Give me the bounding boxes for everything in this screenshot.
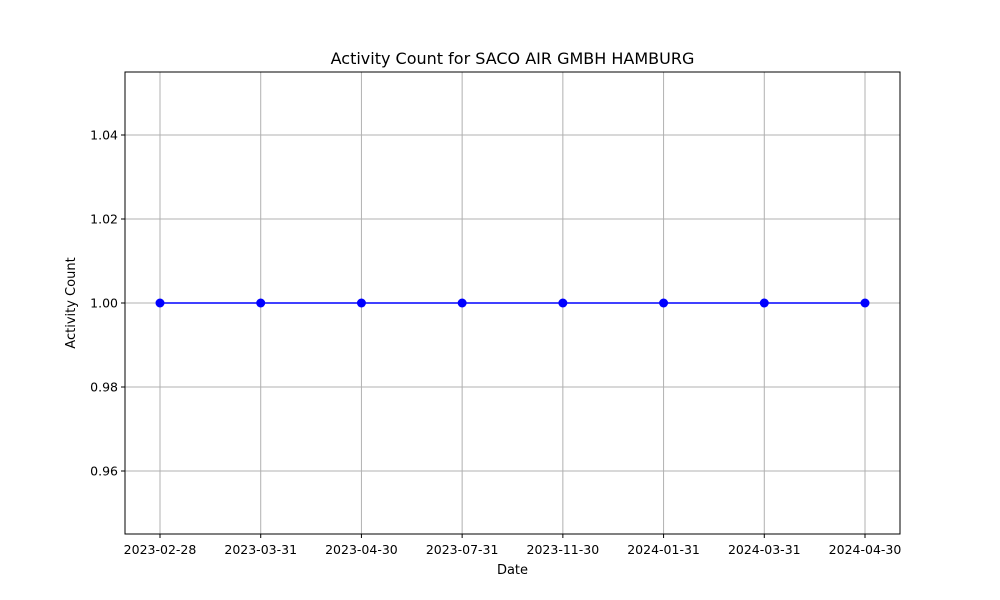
data-point	[759, 298, 769, 308]
y-tick-label: 1.00	[90, 296, 118, 311]
x-tick-label: 2023-02-28	[124, 542, 197, 557]
x-tick-label: 2024-03-31	[728, 542, 801, 557]
y-tick-label: 0.96	[90, 464, 118, 479]
x-axis-label: Date	[497, 563, 528, 578]
y-axis-label: Activity Count	[64, 257, 79, 348]
data-point	[155, 298, 165, 308]
x-tick-label: 2024-04-30	[829, 542, 902, 557]
y-axis-ticks: 0.96 0.98 1.00 1.02 1.04	[90, 128, 125, 479]
y-tick-label: 1.02	[90, 212, 118, 227]
data-point	[558, 298, 568, 308]
x-tick-label: 2023-03-31	[224, 542, 297, 557]
x-axis-ticks: 2023-02-28 2023-03-31 2023-04-30 2023-07-31…	[124, 534, 902, 557]
x-tick-label: 2023-11-30	[527, 542, 600, 557]
y-tick-label: 1.04	[90, 128, 118, 143]
data-point	[860, 298, 870, 308]
data-point	[457, 298, 467, 308]
x-tick-label: 2023-07-31	[426, 542, 499, 557]
y-tick-label: 0.98	[90, 380, 118, 395]
series-layer	[155, 298, 870, 308]
chart-title: Activity Count for SACO AIR GMBH HAMBURG	[331, 49, 695, 68]
data-point	[659, 298, 669, 308]
data-point	[256, 298, 266, 308]
x-tick-label: 2023-04-30	[325, 542, 398, 557]
data-point	[356, 298, 366, 308]
x-tick-label: 2024-01-31	[627, 542, 700, 557]
